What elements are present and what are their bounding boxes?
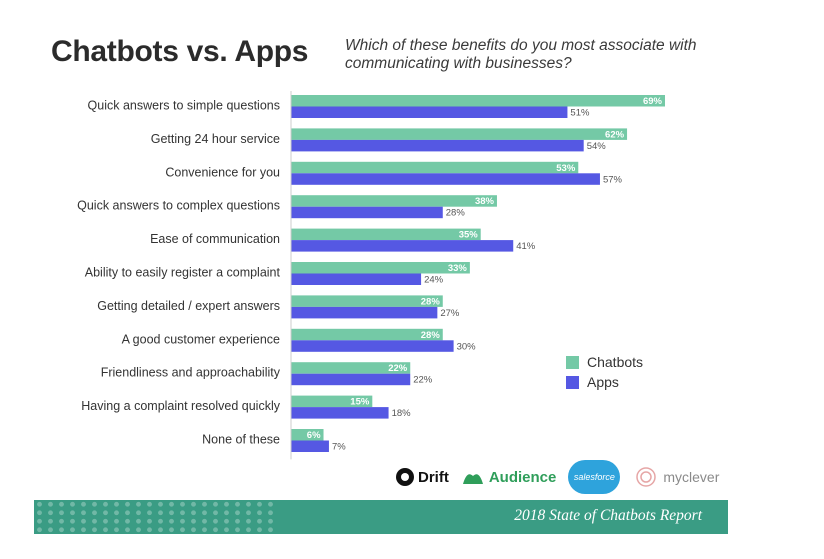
sponsor-logos: Drift Audience salesforce myclever: [395, 460, 731, 494]
data-label-apps: 30%: [457, 341, 477, 352]
category-label: Ease of communication: [150, 232, 280, 246]
legend-swatch-apps: [566, 375, 579, 389]
data-label-chatbots: 53%: [556, 163, 576, 174]
bar-chart: Quick answers to simple questions 69% 51% G…: [77, 91, 665, 460]
bar-apps: [291, 340, 454, 352]
bar-apps: [291, 373, 411, 386]
category-label: Friendliness and approachability: [101, 366, 281, 380]
bar-chatbots: [291, 328, 443, 341]
bar-apps: [291, 440, 329, 452]
category-label: Ability to easily register a complaint: [85, 266, 281, 280]
salesforce-logo-text: salesforce: [568, 460, 621, 494]
audience-logo: Audience: [461, 468, 557, 486]
data-label-apps: 54%: [587, 141, 607, 152]
bar-chatbots: [291, 395, 373, 408]
data-label-chatbots: 28%: [421, 330, 441, 341]
data-label-apps: 41%: [516, 241, 536, 252]
bar-chatbots: [291, 128, 628, 140]
bar-chatbots: [291, 362, 411, 374]
bar-apps: [291, 240, 514, 252]
legend-item-chatbots: Chatbots: [566, 352, 643, 372]
banner-dot-pattern: [34, 500, 274, 534]
data-label-apps: 27%: [440, 308, 460, 319]
bar-chatbots: [291, 95, 665, 107]
bar-chatbots: [291, 161, 579, 174]
category-label: Getting 24 hour service: [151, 132, 280, 146]
data-label-chatbots: 38%: [475, 196, 495, 207]
data-label-apps: 22%: [413, 375, 433, 386]
chart-title: Chatbots vs. Apps: [51, 35, 309, 68]
bar-apps: [291, 173, 600, 185]
category-label: A good customer experience: [122, 332, 280, 346]
chart-subtitle: Which of these benefits do you most asso…: [345, 37, 697, 72]
category-label: Quick answers to simple questions: [88, 99, 280, 113]
drift-logo-text: Drift: [418, 468, 449, 486]
legend-label-apps: Apps: [587, 374, 619, 390]
data-label-chatbots: 33%: [448, 263, 468, 274]
audience-icon: [462, 474, 483, 484]
category-label: Convenience for you: [165, 165, 280, 179]
data-label-apps: 57%: [603, 174, 623, 185]
data-label-chatbots: 35%: [459, 230, 479, 241]
bar-apps: [291, 139, 584, 152]
category-label: None of these: [202, 433, 280, 447]
category-label: Having a complaint resolved quickly: [81, 399, 280, 413]
data-label-apps: 18%: [392, 408, 412, 419]
data-label-chatbots: 6%: [307, 430, 321, 441]
legend: Chatbots Apps: [566, 352, 643, 392]
myclever-logo: myclever: [632, 466, 719, 488]
bar-apps: [291, 206, 443, 219]
data-label-apps: 28%: [446, 208, 466, 219]
report-banner: 2018 State of Chatbots Report: [34, 500, 728, 534]
myclever-logo-text: myclever: [663, 469, 720, 485]
data-label-chatbots: 62%: [605, 129, 625, 140]
bar-chatbots: [291, 295, 443, 307]
bar-apps: [291, 106, 568, 118]
banner-text: 2018 State of Chatbots Report: [514, 507, 702, 524]
data-label-apps: 7%: [332, 442, 346, 453]
drift-icon: [396, 468, 414, 486]
drift-logo: Drift: [395, 467, 449, 487]
bar-apps: [291, 407, 389, 419]
legend-label-chatbots: Chatbots: [587, 354, 644, 370]
data-label-apps: 51%: [570, 108, 590, 119]
data-label-apps: 24%: [424, 275, 444, 286]
salesforce-logo: salesforce: [568, 460, 621, 494]
legend-swatch-chatbots: [566, 355, 579, 369]
category-label: Quick answers to complex questions: [77, 199, 280, 213]
data-label-chatbots: 15%: [350, 397, 370, 408]
bar-apps: [291, 306, 438, 319]
legend-item-apps: Apps: [566, 372, 643, 392]
category-label: Getting detailed / expert answers: [97, 299, 280, 313]
bar-chatbots: [291, 429, 324, 441]
data-label-chatbots: 22%: [388, 363, 408, 374]
bar-chatbots: [291, 228, 481, 241]
bar-chatbots: [291, 195, 497, 207]
myclever-icon: [636, 467, 657, 487]
data-label-chatbots: 69%: [643, 96, 663, 107]
bar-apps: [291, 273, 422, 285]
audience-logo-text: Audience: [488, 468, 557, 486]
bar-chatbots: [291, 262, 470, 274]
data-label-chatbots: 28%: [421, 296, 441, 307]
